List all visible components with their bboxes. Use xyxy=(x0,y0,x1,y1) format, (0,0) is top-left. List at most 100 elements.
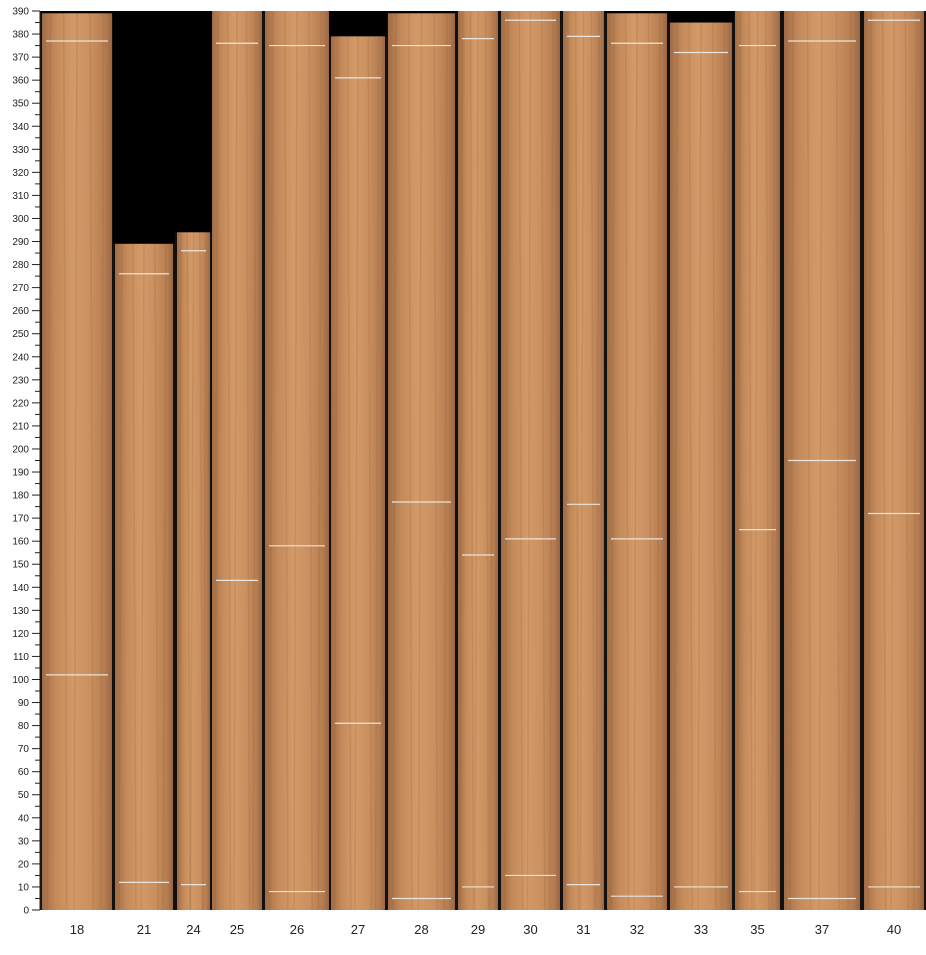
y-tick-label: 290 xyxy=(12,237,29,248)
wood-grain xyxy=(736,10,742,911)
y-tick-label: 340 xyxy=(12,122,29,133)
board-label: 30 xyxy=(523,922,537,937)
wood-grain xyxy=(293,10,298,911)
board-label: 33 xyxy=(694,922,708,937)
board-surface xyxy=(212,11,262,910)
wood-grain xyxy=(177,232,182,911)
empty-area xyxy=(605,11,669,14)
y-tick-label: 100 xyxy=(12,675,29,686)
board-surface xyxy=(864,11,924,910)
wood-grain xyxy=(202,232,207,911)
wood-grain xyxy=(720,22,726,911)
wood-grain xyxy=(564,10,569,911)
y-axis: 0 10 20 30 40 50 60 70 80 90 100 110 120 130 140 150 160… xyxy=(12,7,41,917)
wood-grain xyxy=(308,10,313,911)
board-surface xyxy=(735,11,780,910)
y-tick-label: 210 xyxy=(12,421,29,432)
wood-grain xyxy=(712,22,717,911)
wood-grain xyxy=(367,36,373,911)
board-label: 29 xyxy=(471,922,485,937)
wood-grain xyxy=(890,10,895,911)
y-tick-label: 320 xyxy=(12,168,29,179)
board-37 xyxy=(784,10,860,911)
empty-area xyxy=(113,11,175,244)
wood-grain xyxy=(89,13,95,911)
wood-grain xyxy=(417,13,423,911)
wood-grain xyxy=(317,10,323,911)
board-24 xyxy=(175,11,212,911)
board-surface xyxy=(42,13,112,911)
board-label: 37 xyxy=(815,922,829,937)
wood-grain xyxy=(770,10,776,911)
board-27 xyxy=(329,11,387,911)
y-tick-label: 10 xyxy=(18,882,30,893)
wood-grain xyxy=(881,10,887,911)
y-tick-label: 90 xyxy=(18,698,30,709)
y-tick-label: 50 xyxy=(18,790,30,801)
board-label: 32 xyxy=(630,922,644,937)
wood-grain xyxy=(62,13,68,911)
wood-grain xyxy=(574,10,580,911)
y-tick-label: 160 xyxy=(12,537,29,548)
board-surface xyxy=(458,11,498,910)
board-31 xyxy=(563,10,604,911)
wood-grain xyxy=(284,10,289,911)
wood-grain xyxy=(504,10,509,911)
board-surface xyxy=(388,13,455,911)
wood-grain xyxy=(474,10,479,911)
y-tick-label: 220 xyxy=(12,398,29,409)
wood-grain xyxy=(408,13,413,911)
wood-grain xyxy=(346,36,352,911)
wood-grain xyxy=(526,10,532,911)
empty-area xyxy=(329,11,387,37)
y-tick-label: 230 xyxy=(12,375,29,386)
board-label: 35 xyxy=(750,922,764,937)
wood-grain xyxy=(469,10,475,911)
wood-grain xyxy=(673,22,679,911)
wood-grain xyxy=(549,10,554,911)
y-tick-label: 180 xyxy=(12,491,29,502)
wood-grain xyxy=(189,232,195,911)
y-tick-label: 260 xyxy=(12,306,29,317)
wood-grain xyxy=(624,13,630,911)
empty-area xyxy=(40,11,114,14)
wood-grain xyxy=(433,13,438,911)
wood-grain xyxy=(748,10,753,911)
y-tick-label: 310 xyxy=(12,191,29,202)
wood-grain xyxy=(579,10,585,911)
board-surface xyxy=(177,232,210,911)
board-35 xyxy=(735,10,780,911)
wood-grain xyxy=(140,243,145,911)
x-axis: 18 21 24 25 26 27 28 29 30 31 32 33 35 37 40 xyxy=(70,922,901,937)
y-tick-label: 300 xyxy=(12,214,29,225)
wood-grain xyxy=(633,13,638,911)
board-26 xyxy=(265,10,329,911)
wood-grain xyxy=(518,10,524,911)
wood-grain xyxy=(154,243,159,911)
wood-grain xyxy=(484,10,490,911)
board-label: 18 xyxy=(70,922,84,937)
wood-grain xyxy=(697,22,702,911)
y-tick-label: 270 xyxy=(12,283,29,294)
y-tick-label: 370 xyxy=(12,53,29,64)
empty-area xyxy=(386,11,457,14)
y-tick-label: 350 xyxy=(12,99,29,110)
y-tick-label: 240 xyxy=(12,352,29,363)
board-label: 28 xyxy=(414,922,428,937)
wood-grain xyxy=(610,13,615,911)
wood-grain xyxy=(443,13,448,911)
board-30 xyxy=(501,10,560,911)
wood-grain xyxy=(595,10,600,911)
y-tick-label: 70 xyxy=(18,744,30,755)
y-tick-label: 40 xyxy=(18,813,30,824)
board-40 xyxy=(864,10,924,911)
wood-grain xyxy=(904,10,910,911)
board-25 xyxy=(212,10,262,911)
wood-grain xyxy=(590,10,596,911)
wood-grain xyxy=(99,13,105,911)
board-21 xyxy=(113,11,175,911)
y-tick-label: 120 xyxy=(12,629,29,640)
board-29 xyxy=(458,10,498,911)
board-33 xyxy=(668,11,734,911)
